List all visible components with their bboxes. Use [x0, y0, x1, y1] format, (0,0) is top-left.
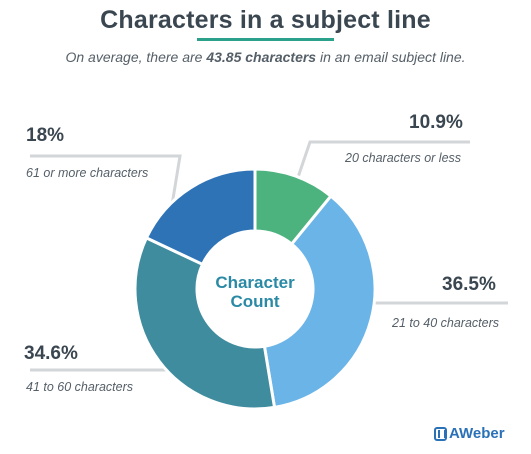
category-label-slice-2: 21 to 40 characters: [392, 316, 500, 330]
category-label-slice-4: 61 or more characters: [26, 166, 149, 180]
donut-slice-4: [144, 167, 257, 267]
center-label-line1: Character: [215, 273, 295, 292]
donut-slice-3: [133, 235, 277, 411]
category-label-slice-1: 20 characters or less: [345, 151, 462, 165]
leader-line-1: [291, 140, 470, 193]
brand-name: AWeber: [449, 425, 505, 442]
donut-center-label: Character Count: [195, 273, 315, 311]
chart-subtitle: On average, there are 43.85 characters i…: [0, 49, 531, 65]
subtitle-pre: On average, there are: [65, 49, 207, 65]
subtitle-highlight: 43.85 characters: [206, 49, 317, 65]
title-underline: [197, 38, 334, 41]
brand-logo: AWeber: [434, 425, 505, 442]
leader-line-4: [30, 154, 182, 206]
center-label-line2: Count: [230, 292, 280, 311]
subtitle-post: in an email subject line.: [316, 49, 466, 65]
pct-label-slice-3: 34.6%: [24, 343, 78, 364]
aweber-logo-icon: [434, 426, 447, 441]
donut-slice-2: [262, 193, 377, 410]
pct-label-slice-2: 36.5%: [442, 274, 496, 295]
category-label-slice-3: 41 to 60 characters: [26, 380, 134, 394]
pct-label-slice-4: 18%: [26, 125, 65, 146]
pct-label-slice-1: 10.9%: [409, 112, 463, 133]
chart-title: Characters in a subject line: [100, 6, 431, 34]
